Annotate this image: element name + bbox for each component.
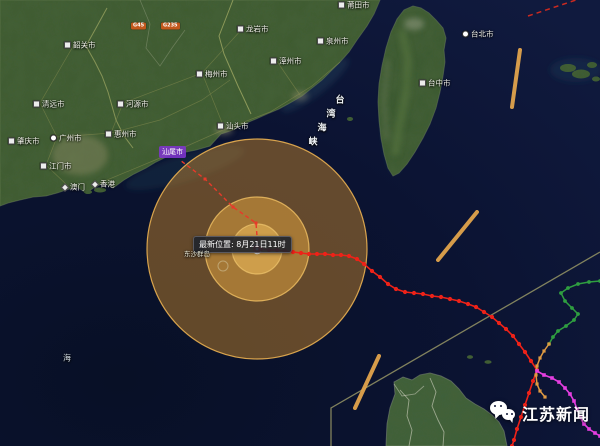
track-point[interactable] [231, 205, 235, 209]
track-point[interactable] [530, 378, 536, 384]
track-point[interactable] [354, 256, 360, 262]
track-point[interactable] [438, 294, 444, 300]
roads [39, 27, 341, 187]
track-point[interactable] [266, 247, 272, 253]
track-point[interactable] [576, 282, 580, 286]
track-point[interactable] [564, 324, 568, 328]
track-point[interactable] [518, 414, 524, 420]
track-point[interactable] [338, 252, 344, 258]
track-point[interactable] [535, 382, 539, 386]
track-point[interactable] [598, 434, 600, 438]
warning-line-dash [510, 48, 522, 109]
track-point[interactable] [535, 369, 539, 373]
track-point[interactable] [563, 386, 567, 390]
track-point[interactable] [566, 286, 570, 290]
track-point[interactable] [393, 286, 399, 292]
track-point[interactable] [522, 349, 528, 355]
ne-dashed-border [527, 0, 579, 17]
typhoon-center-marker[interactable] [252, 243, 262, 255]
track-point[interactable] [314, 251, 320, 257]
track-point[interactable] [489, 314, 495, 320]
track-point[interactable] [465, 301, 471, 307]
track-point[interactable] [575, 407, 579, 411]
track-point[interactable] [578, 415, 582, 419]
track-point[interactable] [369, 268, 375, 274]
track-point[interactable] [411, 290, 417, 296]
track-point[interactable] [306, 251, 312, 257]
track-point[interactable] [535, 364, 539, 368]
track-point[interactable] [593, 431, 597, 435]
track-point[interactable] [547, 342, 551, 346]
track-point[interactable] [473, 304, 479, 310]
track-point[interactable] [522, 402, 528, 408]
warning-line-dash [436, 210, 479, 262]
track-point[interactable] [514, 426, 520, 432]
track-point[interactable] [568, 392, 572, 396]
track-point[interactable] [572, 399, 576, 403]
track-point[interactable] [550, 376, 554, 380]
track-point[interactable] [557, 380, 561, 384]
track-point[interactable] [429, 293, 435, 299]
track-point[interactable] [254, 221, 258, 225]
track-point[interactable] [274, 247, 280, 253]
track-point[interactable] [402, 289, 408, 295]
track-point[interactable] [572, 318, 576, 322]
track-point[interactable] [377, 274, 383, 280]
track-point[interactable] [542, 349, 546, 353]
track-point[interactable] [511, 437, 517, 443]
track-point[interactable] [538, 356, 542, 360]
track-point[interactable] [563, 299, 567, 303]
track-point[interactable] [570, 306, 574, 310]
track-point[interactable] [542, 373, 546, 377]
track-point[interactable] [481, 309, 487, 315]
track-point[interactable] [290, 249, 296, 255]
admin-boundaries [85, 0, 445, 446]
track-point[interactable] [587, 427, 591, 431]
track-point[interactable] [556, 329, 560, 333]
track-point[interactable] [361, 261, 367, 267]
track-point[interactable] [526, 390, 532, 396]
atoll-ring [217, 260, 229, 272]
forecast-track-red-dashed[interactable] [179, 159, 259, 250]
track-point[interactable] [510, 333, 516, 339]
area-boundary-line [330, 251, 600, 446]
track-point[interactable] [576, 312, 580, 316]
track-point[interactable] [456, 298, 462, 304]
track-point[interactable] [551, 335, 555, 339]
track-point[interactable] [346, 253, 352, 259]
terrain-accents [52, 18, 424, 175]
track-point[interactable] [528, 358, 534, 364]
track-point[interactable] [516, 341, 522, 347]
track-point[interactable] [559, 291, 563, 295]
track-point[interactable] [587, 280, 591, 284]
track-point[interactable] [420, 291, 426, 297]
track-point[interactable] [385, 281, 391, 287]
track-point[interactable] [322, 251, 328, 257]
track-point[interactable] [282, 248, 288, 254]
track-magenta[interactable] [535, 369, 600, 438]
track-point[interactable] [509, 443, 515, 446]
past-track-red[interactable] [258, 246, 540, 373]
track-point[interactable] [543, 395, 547, 399]
luzon-island [385, 372, 508, 446]
track-point[interactable] [582, 422, 586, 426]
track-point[interactable] [496, 320, 502, 326]
warning-line-dash [353, 354, 381, 410]
track-point[interactable] [503, 326, 509, 332]
track-point[interactable] [330, 252, 336, 258]
small-islands [84, 11, 600, 364]
track-point[interactable] [298, 250, 304, 256]
track-point[interactable] [447, 296, 453, 302]
track-point[interactable] [538, 389, 542, 393]
track-point[interactable] [534, 373, 538, 377]
track-point[interactable] [203, 177, 207, 181]
